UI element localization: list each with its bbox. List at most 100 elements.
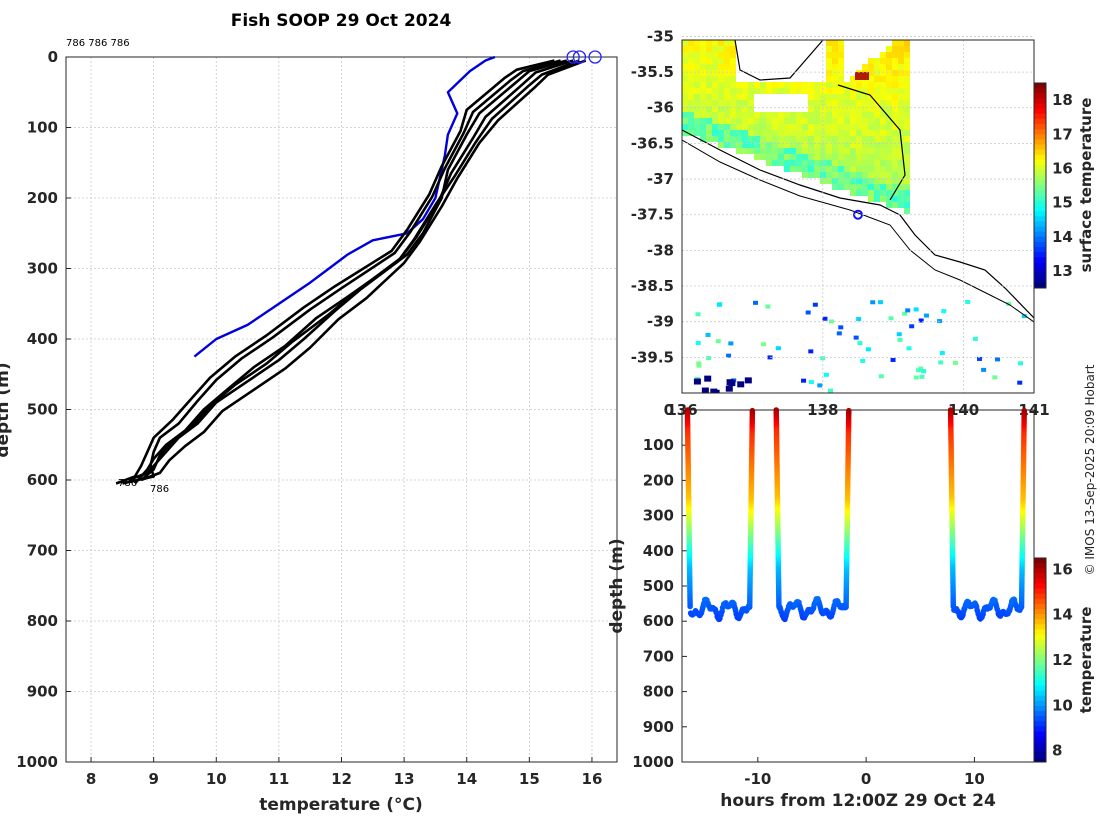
sst-cell	[880, 160, 886, 166]
sst-cell	[718, 40, 724, 46]
sst-cell	[898, 190, 904, 196]
sst-cell	[898, 58, 904, 64]
sst-cell	[736, 124, 742, 130]
sst-cell	[700, 136, 706, 142]
sst-cell	[838, 166, 844, 172]
sst-cell	[772, 136, 778, 142]
colorbar-segment	[1034, 568, 1046, 574]
sst-cell	[838, 184, 844, 190]
sst-cell	[886, 70, 892, 76]
sst-cell	[808, 82, 814, 88]
sst-cell	[814, 82, 820, 88]
sst-cell	[868, 136, 874, 142]
sst-cell	[820, 356, 826, 361]
sst-cell	[898, 94, 904, 100]
sst-cell	[898, 70, 904, 76]
colorbar-segment	[1034, 226, 1046, 233]
colorbar-segment	[1034, 236, 1046, 243]
sst-cell	[784, 118, 790, 124]
sst-cell	[838, 76, 844, 82]
sst-cell	[742, 142, 748, 148]
sst-cell	[995, 357, 1001, 362]
sst-cell	[808, 166, 814, 172]
sst-cell	[856, 100, 862, 106]
sst-cell	[898, 40, 904, 46]
colorbar-segment	[1034, 751, 1046, 758]
sst-cell	[874, 148, 880, 154]
colorbar-segment	[1034, 272, 1046, 279]
sst-cell	[880, 136, 886, 142]
sst-cell	[802, 82, 808, 88]
sst-cell	[724, 76, 730, 82]
sst-cell	[694, 46, 700, 52]
sst-cell	[688, 94, 694, 100]
colorbar-segment	[1034, 634, 1046, 641]
sst-cell	[712, 76, 718, 82]
sst-cell	[886, 112, 892, 118]
sst-cell	[892, 64, 898, 70]
sst-cell	[823, 372, 829, 377]
sst-cell	[886, 118, 892, 124]
sst-cell	[814, 88, 820, 94]
sst-cell	[814, 130, 820, 136]
sst-cell	[838, 82, 844, 88]
sst-cell	[694, 118, 700, 124]
sst-cell	[742, 94, 748, 100]
dt-x-axis-label: hours from 12:00Z 29 Oct 24	[720, 791, 996, 811]
sst-cell	[880, 148, 886, 154]
sst-cell	[850, 94, 856, 100]
sst-cell	[724, 64, 730, 70]
colorbar-segment	[1034, 200, 1046, 207]
sst-cell	[832, 130, 838, 136]
sst-cell	[802, 136, 808, 142]
sst-cell	[862, 166, 868, 172]
sst-cell	[802, 130, 808, 136]
colorbar-segment	[1034, 118, 1046, 125]
sst-cell	[904, 154, 910, 160]
sst-cell	[814, 172, 820, 178]
sst-cell	[772, 88, 778, 94]
sst-cell	[748, 100, 754, 106]
sst-cell	[880, 142, 886, 148]
colorbar-segment	[1034, 675, 1046, 681]
colorbar-segment	[1034, 231, 1046, 238]
sst-cell	[730, 82, 736, 88]
sst-cell	[688, 106, 694, 112]
sst-cell	[880, 178, 886, 184]
sst-cell	[904, 70, 910, 76]
sst-cell	[724, 112, 730, 118]
sst-cell	[760, 154, 766, 160]
sst-cell	[790, 88, 796, 94]
sst-cell	[826, 172, 832, 178]
sst-cell	[844, 154, 850, 160]
sst-cell	[892, 112, 898, 118]
sst-cell	[856, 154, 862, 160]
sst-cell	[724, 58, 730, 64]
sst-cell	[838, 160, 844, 166]
sst-cell	[850, 172, 856, 178]
sst-cell	[705, 332, 711, 337]
sst-cell	[814, 154, 820, 160]
colorbar-segment	[1034, 711, 1046, 717]
y-tick-label: 400	[27, 330, 58, 348]
sst-cell	[694, 100, 700, 106]
sst-cell	[904, 130, 910, 136]
sst-cell	[772, 142, 778, 148]
sst-cell	[890, 357, 896, 362]
sst-cell	[760, 82, 766, 88]
sst-cell	[868, 118, 874, 124]
sst-cell	[754, 148, 760, 154]
bottom-cast-label: 786	[150, 484, 169, 495]
dt-x-tick-label: -10	[744, 770, 771, 788]
sst-cell	[696, 361, 702, 366]
sst-cell	[712, 70, 718, 76]
sst-cell	[688, 124, 694, 130]
sst-cell	[892, 82, 898, 88]
sst-cell	[718, 100, 724, 106]
sst-cell	[892, 40, 898, 46]
sst-cell	[718, 124, 724, 130]
sst-cell	[772, 82, 778, 88]
colorbar-segment	[1034, 221, 1046, 227]
sst-cell	[880, 88, 886, 94]
sst-cell	[730, 88, 736, 94]
